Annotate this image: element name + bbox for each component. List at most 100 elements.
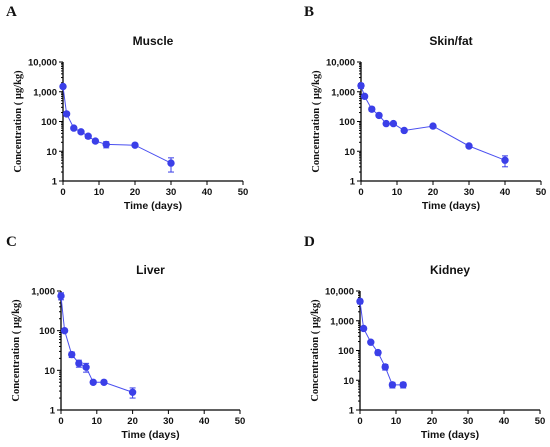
data-point bbox=[82, 363, 90, 371]
y-tick-label: 100 bbox=[39, 326, 55, 337]
y-tick-label: 100 bbox=[41, 117, 57, 128]
y-tick-label: 10,000 bbox=[326, 58, 355, 69]
x-tick-label: 20 bbox=[428, 187, 439, 198]
data-point bbox=[381, 363, 389, 371]
data-point bbox=[128, 388, 137, 396]
data-point bbox=[89, 378, 97, 386]
x-axis-label: Time (days) bbox=[421, 429, 479, 441]
data-point bbox=[68, 350, 76, 359]
chart-panel-b: B Skin/fat 0 10 20 30 40 50 1 10 100 1,000 10,000 Tim… bbox=[304, 4, 546, 212]
y-tick-label: 1,000 bbox=[33, 87, 57, 98]
data-point bbox=[382, 119, 390, 128]
data-point bbox=[375, 111, 383, 120]
chart-title: Kidney bbox=[430, 263, 470, 277]
x-tick-label: 0 bbox=[58, 416, 63, 427]
series-line bbox=[62, 86, 172, 164]
y-tick-label: 1 bbox=[50, 406, 56, 417]
x-tick-label: 10 bbox=[94, 187, 105, 198]
y-axis-label: Concentration ( µg/kg) bbox=[310, 299, 321, 402]
data-point bbox=[368, 105, 376, 113]
series-line bbox=[359, 301, 404, 386]
y-tick-label: 1 bbox=[350, 177, 356, 188]
y-tick-label: 10 bbox=[44, 366, 55, 377]
x-tick-label: 50 bbox=[238, 187, 249, 198]
data-point bbox=[77, 128, 85, 136]
x-tick-label: 30 bbox=[464, 187, 475, 198]
panel-letter: B bbox=[304, 4, 314, 20]
x-tick-label: 40 bbox=[202, 187, 213, 198]
x-tick-label: 10 bbox=[92, 416, 103, 427]
chart-panel-a: A Muscle 0 10 20 30 40 50 1 10 100 1,000 10,000 Time … bbox=[6, 4, 248, 212]
x-axis-label: Time (days) bbox=[422, 200, 480, 212]
x-tick-label: 20 bbox=[427, 416, 438, 427]
panel-letter: C bbox=[6, 234, 17, 250]
data-point bbox=[360, 92, 369, 101]
x-tick-label: 0 bbox=[60, 187, 65, 198]
chart-panel-c: C Liver 0 10 20 30 40 50 1 10 100 1,000 Time (days) C… bbox=[6, 234, 245, 441]
chart-title: Muscle bbox=[133, 34, 174, 48]
data-point bbox=[84, 132, 92, 140]
x-tick-label: 50 bbox=[536, 187, 547, 198]
x-tick-label: 10 bbox=[392, 187, 403, 198]
y-tick-label: 10,000 bbox=[325, 287, 354, 298]
y-tick-label: 1,000 bbox=[331, 87, 355, 98]
x-axis-label: Time (days) bbox=[121, 429, 179, 441]
y-axis-label: Concentration ( µg/kg) bbox=[311, 70, 322, 173]
y-tick-label: 10,000 bbox=[28, 58, 57, 69]
y-tick-label: 100 bbox=[338, 346, 354, 357]
data-point bbox=[388, 381, 397, 389]
chart-panel-d: D Kidney 0 10 20 30 40 50 1 10 100 1,000 10,000 Time … bbox=[304, 234, 545, 441]
y-tick-label: 1 bbox=[52, 177, 58, 188]
x-tick-label: 0 bbox=[358, 187, 363, 198]
y-tick-label: 100 bbox=[339, 117, 355, 128]
data-point bbox=[70, 124, 78, 132]
data-point bbox=[62, 110, 71, 118]
y-tick-label: 1,000 bbox=[31, 287, 55, 298]
x-tick-label: 30 bbox=[463, 416, 474, 427]
data-point bbox=[131, 141, 139, 149]
data-point bbox=[359, 324, 368, 333]
data-point bbox=[100, 378, 108, 386]
data-point bbox=[57, 292, 65, 300]
data-point bbox=[389, 119, 398, 128]
x-axis-label: Time (days) bbox=[124, 200, 182, 212]
data-point bbox=[400, 126, 408, 135]
data-point bbox=[59, 82, 67, 91]
data-point bbox=[357, 81, 365, 90]
x-tick-label: 20 bbox=[130, 187, 141, 198]
x-tick-label: 40 bbox=[499, 416, 510, 427]
panel-letter: A bbox=[6, 4, 17, 20]
y-tick-label: 10 bbox=[46, 147, 57, 158]
panel-letter: D bbox=[304, 234, 315, 250]
x-tick-label: 20 bbox=[127, 416, 138, 427]
x-tick-label: 50 bbox=[235, 416, 246, 427]
data-point bbox=[429, 122, 437, 130]
data-point bbox=[167, 159, 175, 167]
y-tick-label: 10 bbox=[344, 147, 355, 158]
data-point bbox=[91, 137, 100, 145]
x-tick-label: 30 bbox=[163, 416, 174, 427]
chart-title: Skin/fat bbox=[429, 34, 472, 48]
data-point bbox=[102, 140, 110, 149]
y-axis-label: Concentration ( µg/kg) bbox=[13, 70, 24, 173]
y-tick-label: 1 bbox=[349, 406, 355, 417]
x-tick-label: 10 bbox=[391, 416, 402, 427]
y-tick-label: 10 bbox=[343, 376, 354, 387]
x-tick-label: 30 bbox=[166, 187, 177, 198]
chart-title: Liver bbox=[136, 263, 165, 277]
data-point bbox=[367, 338, 375, 346]
data-point bbox=[501, 156, 509, 164]
data-point bbox=[374, 348, 382, 357]
x-tick-label: 40 bbox=[500, 187, 511, 198]
data-point bbox=[465, 142, 473, 150]
series-line bbox=[60, 295, 133, 393]
data-point bbox=[75, 359, 83, 368]
data-point bbox=[356, 297, 364, 306]
data-point bbox=[399, 381, 407, 389]
x-tick-label: 0 bbox=[357, 416, 362, 427]
y-axis-label: Concentration ( µg/kg) bbox=[11, 299, 22, 402]
x-tick-label: 50 bbox=[535, 416, 546, 427]
data-point bbox=[60, 326, 69, 335]
y-tick-label: 1,000 bbox=[330, 316, 354, 327]
